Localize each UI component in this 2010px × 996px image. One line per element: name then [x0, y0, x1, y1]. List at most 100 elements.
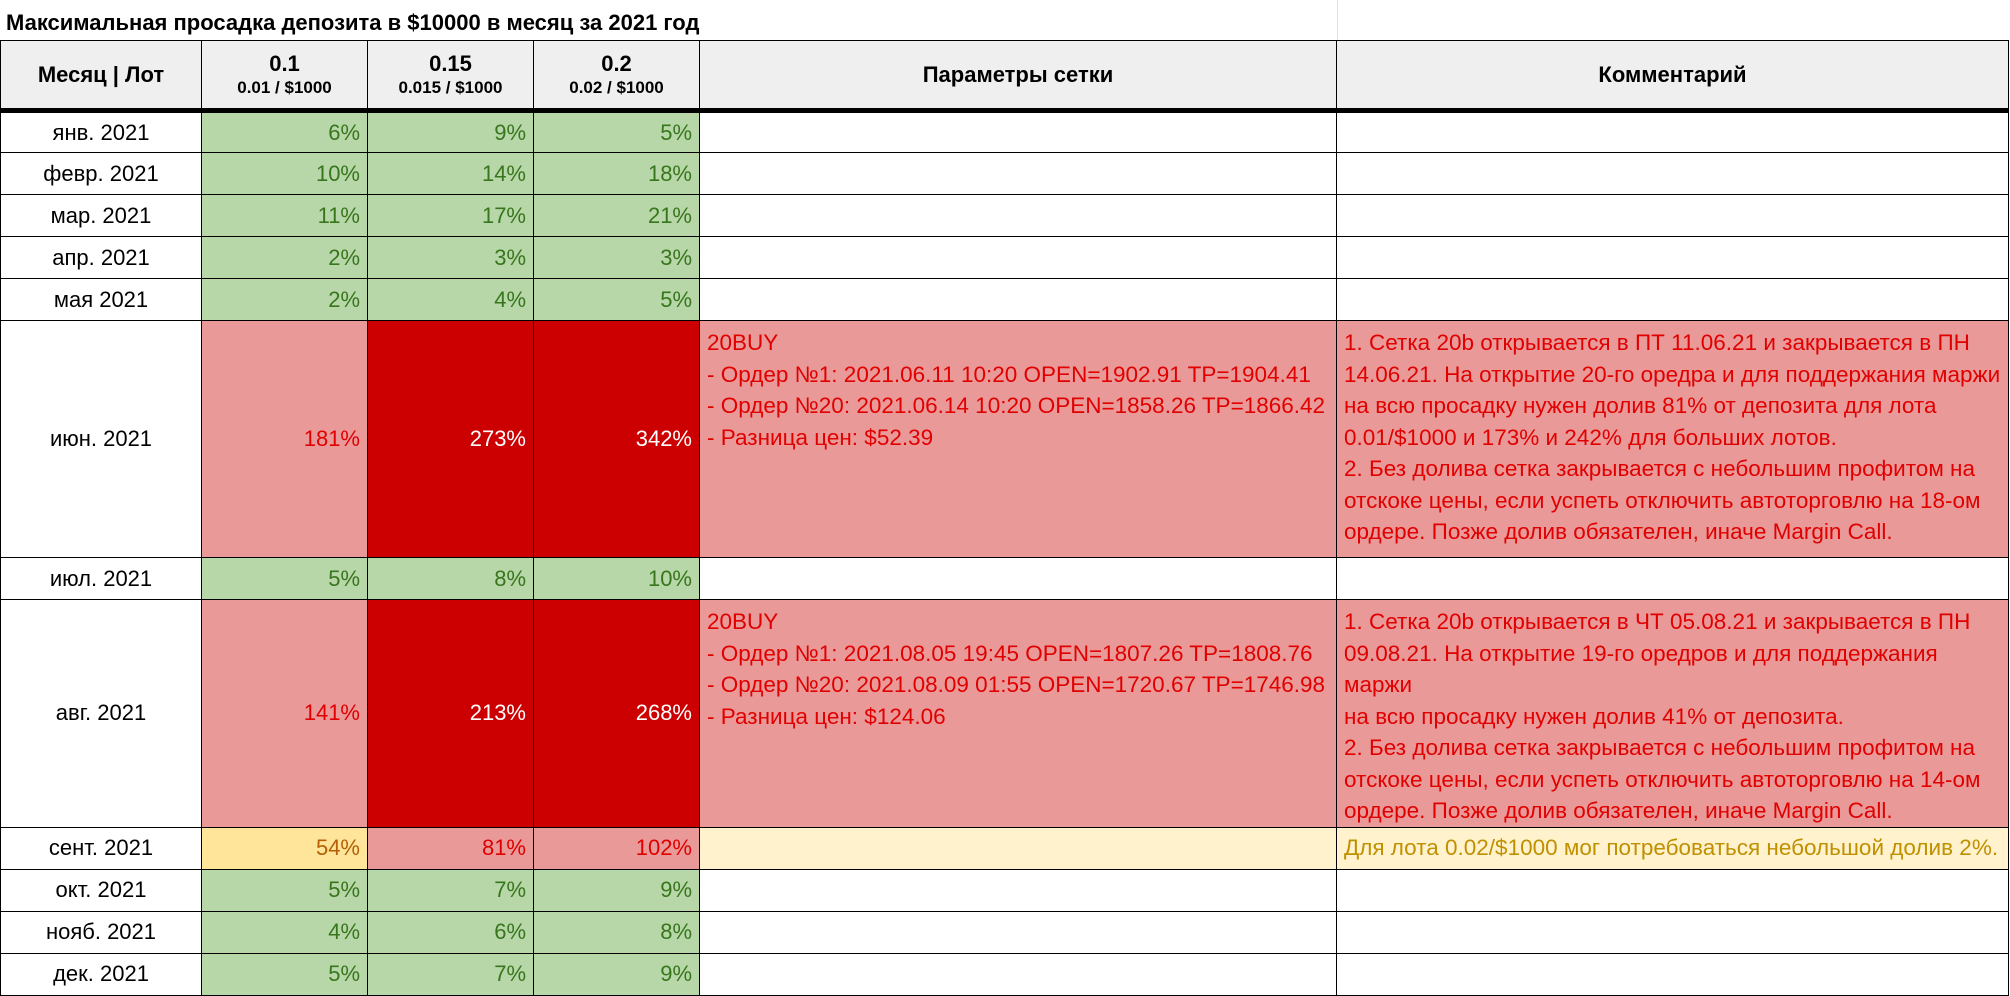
- comment-cell[interactable]: 1. Сетка 20b открывается в ПТ 11.06.21 и…: [1336, 320, 2009, 558]
- month-cell[interactable]: мая 2021: [0, 278, 202, 321]
- table-row: окт. 2021 5% 7% 9%: [0, 868, 2009, 912]
- drawdown-cell-lot-0-15[interactable]: 213%: [367, 599, 534, 828]
- drawdown-cell-lot-0-1[interactable]: 6%: [201, 110, 368, 153]
- table-row: сент. 2021 54% 81% 102% Для лота 0.02/$1…: [0, 826, 2009, 870]
- drawdown-cell-lot-0-2[interactable]: 9%: [533, 868, 700, 912]
- comment-line: ордере. Позже долив обязателен, иначе Ma…: [1344, 798, 1893, 823]
- drawdown-cell-lot-0-1[interactable]: 2%: [201, 236, 368, 279]
- drawdown-cell-lot-0-1[interactable]: 181%: [201, 320, 368, 558]
- drawdown-cell-lot-0-1[interactable]: 5%: [201, 868, 368, 912]
- drawdown-cell-lot-0-15[interactable]: 81%: [367, 826, 534, 870]
- month-cell[interactable]: июн. 2021: [0, 320, 202, 558]
- drawdown-cell-lot-0-15[interactable]: 7%: [367, 952, 534, 996]
- table-row: февр. 2021 10% 14% 18%: [0, 152, 2009, 195]
- comment-cell[interactable]: Для лота 0.02/$1000 мог потребоваться не…: [1336, 826, 2009, 870]
- params-cell[interactable]: [699, 557, 1337, 600]
- drawdown-cell-lot-0-2[interactable]: 102%: [533, 826, 700, 870]
- comment-cell[interactable]: [1336, 194, 2009, 237]
- drawdown-cell-lot-0-2[interactable]: 18%: [533, 152, 700, 195]
- comment-cell[interactable]: [1336, 910, 2009, 954]
- drawdown-cell-lot-0-1[interactable]: 2%: [201, 278, 368, 321]
- drawdown-cell-lot-0-1[interactable]: 11%: [201, 194, 368, 237]
- params-line: - Разница цен: $52.39: [707, 424, 934, 450]
- drawdown-cell-lot-0-1[interactable]: 5%: [201, 952, 368, 996]
- month-cell[interactable]: июл. 2021: [0, 557, 202, 600]
- params-cell[interactable]: [699, 868, 1337, 912]
- header-comment[interactable]: Комментарий: [1336, 40, 2009, 113]
- drawdown-cell-lot-0-15[interactable]: 14%: [367, 152, 534, 195]
- table-row: июн. 2021 181% 273% 342% 20BUY - Ордер №…: [0, 320, 2009, 558]
- params-line: - Ордер №1: 2021.08.05 19:45 OPEN=1807.2…: [707, 640, 1313, 666]
- drawdown-cell-lot-0-1[interactable]: 4%: [201, 910, 368, 954]
- drawdown-cell-lot-0-15[interactable]: 4%: [367, 278, 534, 321]
- comment-line: 0.01/$1000 и 173% и 242% для больших лот…: [1344, 424, 1837, 450]
- drawdown-cell-lot-0-1[interactable]: 10%: [201, 152, 368, 195]
- month-cell[interactable]: апр. 2021: [0, 236, 202, 279]
- comment-cell[interactable]: [1336, 152, 2009, 195]
- drawdown-cell-lot-0-15[interactable]: 3%: [367, 236, 534, 279]
- lot-value: 0.1: [269, 50, 300, 76]
- lot-value: 0.2: [601, 50, 632, 76]
- comment-cell[interactable]: 1. Сетка 20b открывается в ЧТ 05.08.21 и…: [1336, 599, 2009, 828]
- params-cell[interactable]: [699, 910, 1337, 954]
- comment-line: ордере. Позже долив обязателен, иначе Ma…: [1344, 519, 1893, 544]
- drawdown-cell-lot-0-2[interactable]: 5%: [533, 278, 700, 321]
- drawdown-cell-lot-0-15[interactable]: 273%: [367, 320, 534, 558]
- comment-cell[interactable]: [1336, 278, 2009, 321]
- header-lot-0-2[interactable]: 0.2 0.02 / $1000: [533, 40, 700, 113]
- drawdown-cell-lot-0-15[interactable]: 17%: [367, 194, 534, 237]
- header-month-lot[interactable]: Месяц | Лот: [0, 40, 202, 113]
- params-cell[interactable]: 20BUY - Ордер №1: 2021.08.05 19:45 OPEN=…: [699, 599, 1337, 828]
- table-row: янв. 2021 6% 9% 5%: [0, 110, 2009, 153]
- drawdown-cell-lot-0-15[interactable]: 9%: [367, 110, 534, 153]
- params-cell[interactable]: [699, 236, 1337, 279]
- drawdown-cell-lot-0-2[interactable]: 8%: [533, 910, 700, 954]
- header-grid-params[interactable]: Параметры сетки: [699, 40, 1337, 113]
- drawdown-cell-lot-0-2[interactable]: 9%: [533, 952, 700, 996]
- lot-per-1000: 0.01 / $1000: [237, 77, 332, 97]
- drawdown-cell-lot-0-2[interactable]: 3%: [533, 236, 700, 279]
- table-row: дек. 2021 5% 7% 9%: [0, 952, 2009, 996]
- comment-cell[interactable]: [1336, 952, 2009, 996]
- table-row: нояб. 2021 4% 6% 8%: [0, 910, 2009, 954]
- params-cell[interactable]: [699, 110, 1337, 153]
- params-cell[interactable]: [699, 952, 1337, 996]
- header-row: Месяц | Лот 0.1 0.01 / $1000 0.15 0.015 …: [0, 40, 2009, 113]
- month-cell[interactable]: сент. 2021: [0, 826, 202, 870]
- drawdown-cell-lot-0-2[interactable]: 268%: [533, 599, 700, 828]
- month-cell[interactable]: окт. 2021: [0, 868, 202, 912]
- drawdown-cell-lot-0-1[interactable]: 5%: [201, 557, 368, 600]
- drawdown-cell-lot-0-2[interactable]: 5%: [533, 110, 700, 153]
- month-cell[interactable]: мар. 2021: [0, 194, 202, 237]
- month-cell[interactable]: нояб. 2021: [0, 910, 202, 954]
- comment-cell[interactable]: [1336, 236, 2009, 279]
- params-line: - Ордер №20: 2021.06.14 10:20 OPEN=1858.…: [707, 393, 1326, 418]
- header-lot-0-15[interactable]: 0.15 0.015 / $1000: [367, 40, 534, 113]
- drawdown-cell-lot-0-15[interactable]: 8%: [367, 557, 534, 600]
- header-lot-0-1[interactable]: 0.1 0.01 / $1000: [201, 40, 368, 113]
- params-line: - Ордер №20: 2021.08.09 01:55 OPEN=1720.…: [707, 672, 1326, 697]
- drawdown-cell-lot-0-2[interactable]: 21%: [533, 194, 700, 237]
- comment-line: на всю просадку нужен долив 81% от депоз…: [1344, 393, 1937, 418]
- comment-cell[interactable]: [1336, 557, 2009, 600]
- comment-cell[interactable]: [1336, 110, 2009, 153]
- month-cell[interactable]: авг. 2021: [0, 599, 202, 828]
- month-cell[interactable]: янв. 2021: [0, 110, 202, 153]
- drawdown-cell-lot-0-1[interactable]: 141%: [201, 599, 368, 828]
- params-cell[interactable]: [699, 278, 1337, 321]
- params-line: 20BUY: [707, 609, 779, 634]
- comment-line: 1. Сетка 20b открывается в ЧТ 05.08.21 и…: [1344, 609, 1971, 634]
- drawdown-cell-lot-0-2[interactable]: 342%: [533, 320, 700, 558]
- params-cell[interactable]: 20BUY - Ордер №1: 2021.06.11 10:20 OPEN=…: [699, 320, 1337, 558]
- params-cell[interactable]: [699, 826, 1337, 870]
- comment-cell[interactable]: [1336, 868, 2009, 912]
- month-cell[interactable]: февр. 2021: [0, 152, 202, 195]
- params-cell[interactable]: [699, 152, 1337, 195]
- params-cell[interactable]: [699, 194, 1337, 237]
- drawdown-cell-lot-0-15[interactable]: 7%: [367, 868, 534, 912]
- drawdown-cell-lot-0-1[interactable]: 54%: [201, 826, 368, 870]
- drawdown-cell-lot-0-15[interactable]: 6%: [367, 910, 534, 954]
- comment-line: 1. Сетка 20b открывается в ПТ 11.06.21 и…: [1344, 330, 1970, 355]
- month-cell[interactable]: дек. 2021: [0, 952, 202, 996]
- drawdown-cell-lot-0-2[interactable]: 10%: [533, 557, 700, 600]
